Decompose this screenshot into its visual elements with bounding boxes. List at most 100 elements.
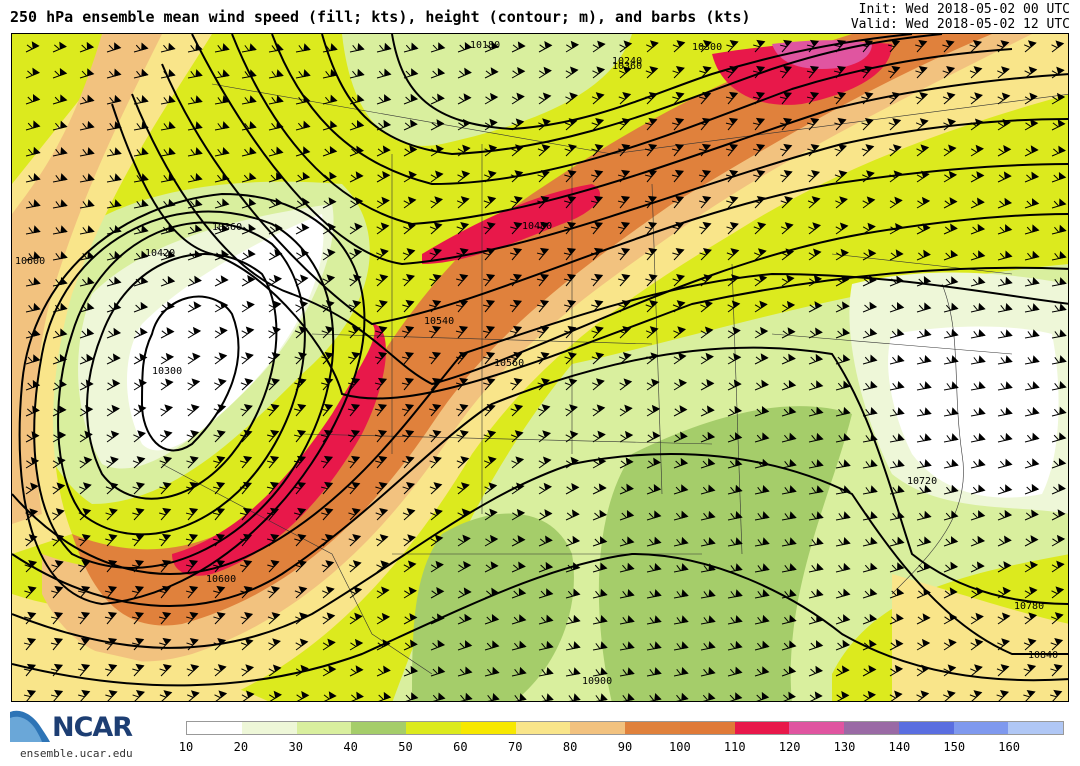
wind-barb bbox=[159, 690, 173, 701]
wind-barb bbox=[159, 481, 172, 495]
wind-barb bbox=[943, 433, 959, 443]
wind-barb bbox=[430, 42, 446, 53]
wind-barb bbox=[239, 533, 253, 547]
wind-barb bbox=[997, 509, 1013, 521]
wind-barb bbox=[565, 667, 581, 677]
contour-label: 10600 bbox=[206, 574, 236, 585]
wind-barb bbox=[781, 588, 797, 599]
wind-barb bbox=[673, 378, 688, 391]
wind-barb bbox=[753, 248, 767, 261]
wind-barb bbox=[187, 224, 203, 235]
wind-barb bbox=[538, 456, 552, 469]
wind-barb bbox=[888, 118, 902, 131]
wind-barb bbox=[1024, 535, 1039, 547]
wind-map[interactable]: 10180 10240 10300 10600 10420 10360 1030… bbox=[11, 33, 1069, 702]
wind-barb bbox=[133, 68, 149, 79]
wind-barb bbox=[752, 117, 766, 131]
wind-barb bbox=[970, 433, 986, 443]
wind-barb bbox=[160, 301, 175, 313]
wind-barb bbox=[862, 613, 878, 625]
colorbar-tick-label: 90 bbox=[617, 740, 633, 754]
wind-barb bbox=[24, 611, 37, 625]
wind-barb bbox=[889, 222, 904, 235]
wind-barb bbox=[916, 354, 932, 365]
wind-barb bbox=[321, 533, 334, 547]
wind-barb bbox=[781, 353, 796, 365]
wind-barb bbox=[375, 325, 388, 339]
wind-barb bbox=[133, 147, 149, 157]
wind-barb bbox=[457, 640, 473, 651]
wind-barb bbox=[1051, 509, 1066, 521]
wind-barb bbox=[943, 328, 959, 339]
wind-barb bbox=[160, 198, 176, 209]
wind-barb bbox=[104, 585, 118, 599]
wind-barb bbox=[644, 169, 658, 183]
wind-barb bbox=[781, 666, 797, 677]
wind-barb bbox=[646, 536, 662, 547]
wind-barb bbox=[160, 121, 176, 131]
wind-barb bbox=[781, 432, 797, 443]
wind-barb bbox=[618, 326, 632, 339]
wind-barb bbox=[457, 692, 473, 701]
wind-barb bbox=[619, 641, 635, 651]
wind-barb bbox=[482, 299, 496, 313]
wind-barb bbox=[997, 484, 1013, 495]
wind-barb bbox=[1051, 303, 1067, 313]
wind-barb bbox=[808, 511, 824, 521]
wind-barb bbox=[1050, 663, 1063, 677]
wind-barb bbox=[267, 403, 280, 417]
wind-barb bbox=[1023, 638, 1037, 651]
wind-barb bbox=[295, 638, 309, 651]
colorbar-tick-label: 20 bbox=[233, 740, 249, 754]
wind-barb bbox=[565, 456, 579, 469]
wind-barb bbox=[429, 273, 442, 287]
wind-barb bbox=[79, 456, 93, 469]
wind-barb bbox=[322, 197, 337, 209]
wind-barb bbox=[131, 611, 145, 625]
wind-barb bbox=[52, 328, 68, 339]
wind-barb bbox=[537, 378, 550, 391]
wind-barb bbox=[727, 692, 743, 701]
wind-barb bbox=[1024, 145, 1039, 157]
wind-barb bbox=[916, 249, 931, 261]
wind-barb bbox=[25, 225, 41, 235]
wind-barb bbox=[835, 614, 851, 625]
wind-barb bbox=[889, 407, 905, 417]
wind-barb bbox=[538, 118, 551, 131]
wind-barb bbox=[835, 301, 850, 313]
wind-barb bbox=[511, 640, 527, 651]
wind-barb bbox=[592, 378, 605, 391]
wind-barb bbox=[781, 614, 797, 625]
wind-barb bbox=[781, 248, 795, 261]
wind-barb bbox=[835, 275, 850, 287]
contour-label: 10420 bbox=[145, 248, 175, 259]
wind-barb bbox=[862, 328, 878, 339]
wind-barb bbox=[889, 354, 905, 365]
wind-barb bbox=[538, 66, 552, 79]
wind-barb bbox=[347, 403, 361, 417]
wind-barb bbox=[862, 275, 877, 287]
wind-barb bbox=[484, 92, 499, 105]
wind-barb bbox=[970, 510, 986, 521]
wind-barb bbox=[403, 639, 418, 651]
wind-barb bbox=[970, 118, 984, 131]
wind-barb bbox=[997, 381, 1013, 391]
wind-barb bbox=[213, 638, 227, 651]
fill-10-20 bbox=[888, 326, 1059, 498]
wind-barb bbox=[376, 222, 390, 235]
wind-barb bbox=[997, 329, 1013, 339]
wind-barb bbox=[24, 585, 37, 599]
wind-barb bbox=[889, 485, 905, 495]
wind-barb bbox=[753, 195, 766, 209]
wind-barb bbox=[105, 507, 118, 521]
wind-barb bbox=[132, 533, 145, 547]
wind-barb bbox=[861, 144, 875, 157]
wind-barb bbox=[862, 511, 878, 521]
wind-barb bbox=[916, 561, 932, 573]
wind-barb bbox=[673, 352, 687, 365]
fill-70-80 bbox=[12, 34, 1068, 701]
wind-barb bbox=[752, 65, 766, 79]
wind-barb bbox=[996, 40, 1010, 53]
wind-barb bbox=[700, 510, 716, 521]
wind-barb bbox=[563, 273, 577, 287]
